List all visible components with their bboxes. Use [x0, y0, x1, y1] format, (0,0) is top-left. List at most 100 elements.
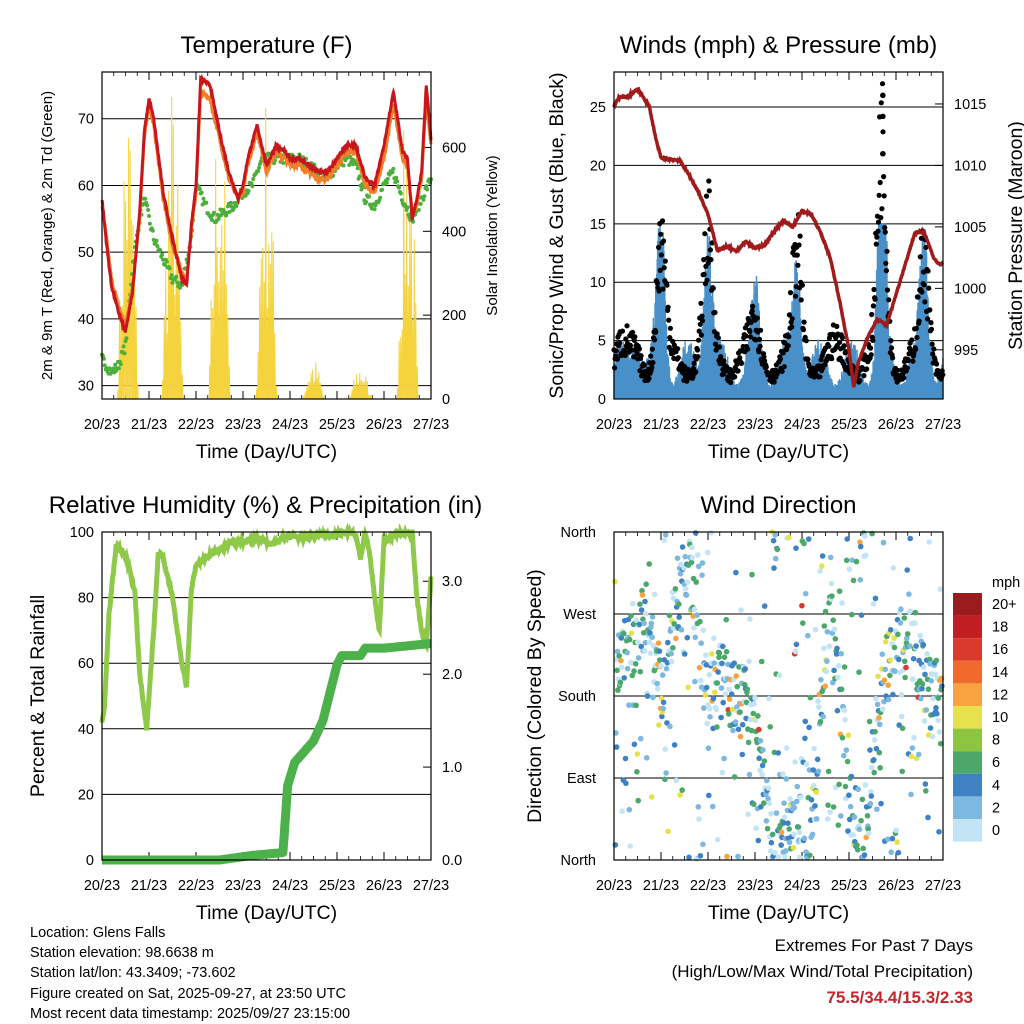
direction-point: [860, 845, 866, 852]
direction-point: [835, 822, 842, 828]
x-axis-label: Time (Day/UTC): [196, 902, 337, 924]
direction-point: [686, 854, 692, 861]
direction-point: [682, 586, 689, 592]
direction-point: [659, 713, 665, 720]
direction-point: [857, 577, 864, 583]
direction-point: [636, 621, 643, 628]
direction-point: [806, 724, 812, 731]
direction-point: [703, 662, 710, 668]
direction-point: [809, 831, 816, 838]
gust-point: [747, 329, 753, 335]
direction-point: [819, 563, 825, 569]
gust-point: [763, 364, 769, 370]
gust-point: [706, 178, 712, 184]
direction-point: [863, 834, 869, 841]
gust-point: [699, 318, 706, 324]
y-right-tick-label: 200: [442, 308, 466, 324]
direction-point: [768, 839, 775, 846]
direction-point: [801, 540, 807, 547]
direction-point: [627, 843, 633, 849]
direction-point: [772, 532, 779, 538]
direction-point: [786, 534, 792, 541]
gust-point: [617, 340, 623, 346]
dewpoint-point: [256, 169, 260, 174]
direction-point: [731, 774, 738, 780]
direction-point: [623, 780, 629, 787]
direction-point: [855, 786, 861, 793]
direction-point: [639, 587, 645, 594]
direction-point: [861, 852, 868, 858]
gust-point: [864, 366, 870, 372]
direction-point: [619, 808, 625, 814]
direction-point: [672, 586, 679, 592]
direction-point: [648, 620, 655, 627]
dewpoint-point: [384, 180, 389, 185]
direction-point: [706, 706, 713, 712]
direction-point: [642, 639, 649, 646]
direction-point: [785, 820, 791, 826]
y-axis-right-label: Station Pressure (Maroon): [1005, 121, 1024, 350]
gust-point: [641, 362, 648, 368]
gust-point: [695, 354, 701, 360]
location-text: Location: Glens Falls: [30, 925, 166, 941]
direction-point: [783, 776, 790, 782]
direction-point: [898, 692, 905, 698]
legend-swatch: [953, 638, 982, 661]
winds-pressure-panel: Winds (mph) & Pressure (mb) Time (Day/UTC…: [546, 32, 1024, 463]
direction-point: [643, 611, 649, 617]
direction-point: [621, 630, 627, 637]
plot-border: [613, 531, 944, 861]
direction-point: [679, 787, 685, 793]
gust-point: [664, 282, 670, 288]
x-tick-label: 23/23: [225, 878, 261, 894]
gust-point: [917, 254, 923, 260]
direction-point: [841, 664, 848, 670]
direction-point: [764, 825, 771, 832]
gust-point: [623, 336, 629, 342]
gust-point: [624, 323, 630, 329]
direction-point: [731, 660, 737, 666]
dewpoint-point: [174, 274, 179, 279]
dewpoint-point: [422, 194, 427, 199]
gust-point: [636, 346, 643, 352]
direction-point: [712, 689, 718, 696]
direction-point: [836, 588, 843, 594]
gust-point: [870, 303, 877, 309]
legend-swatch: [953, 819, 982, 842]
gust-point: [698, 300, 704, 306]
direction-point: [671, 621, 677, 627]
direction-point: [899, 725, 906, 732]
gust-point: [734, 361, 740, 367]
direction-point: [673, 777, 680, 784]
direction-point: [689, 544, 695, 551]
dewpoint-point: [150, 228, 155, 233]
direction-point: [646, 561, 652, 567]
dewpoint-point: [160, 252, 165, 257]
gust-point: [884, 287, 891, 293]
direction-point: [682, 553, 688, 560]
x-tick-label: 22/23: [178, 417, 214, 433]
direction-point: [674, 555, 681, 561]
gust-point: [919, 289, 925, 295]
solar-spike: [208, 159, 231, 400]
direction-point: [781, 800, 787, 806]
direction-point: [656, 648, 663, 654]
direction-point: [654, 685, 661, 692]
gust-point: [715, 335, 721, 341]
direction-point: [838, 813, 844, 819]
gust-point: [703, 193, 710, 199]
y-tick-label: 60: [78, 656, 94, 672]
direction-point: [673, 635, 679, 642]
gust-point: [630, 329, 636, 335]
direction-point: [875, 673, 881, 680]
x-tick-label: 21/23: [131, 878, 167, 894]
direction-point: [908, 791, 914, 798]
direction-point: [662, 746, 669, 752]
x-axis-label: Time (Day/UTC): [708, 441, 849, 463]
direction-point: [802, 718, 809, 725]
gust-point: [928, 320, 934, 326]
dewpoint-point: [143, 196, 148, 201]
direction-point: [755, 837, 762, 844]
direction-point: [812, 803, 818, 809]
direction-point: [634, 751, 641, 757]
